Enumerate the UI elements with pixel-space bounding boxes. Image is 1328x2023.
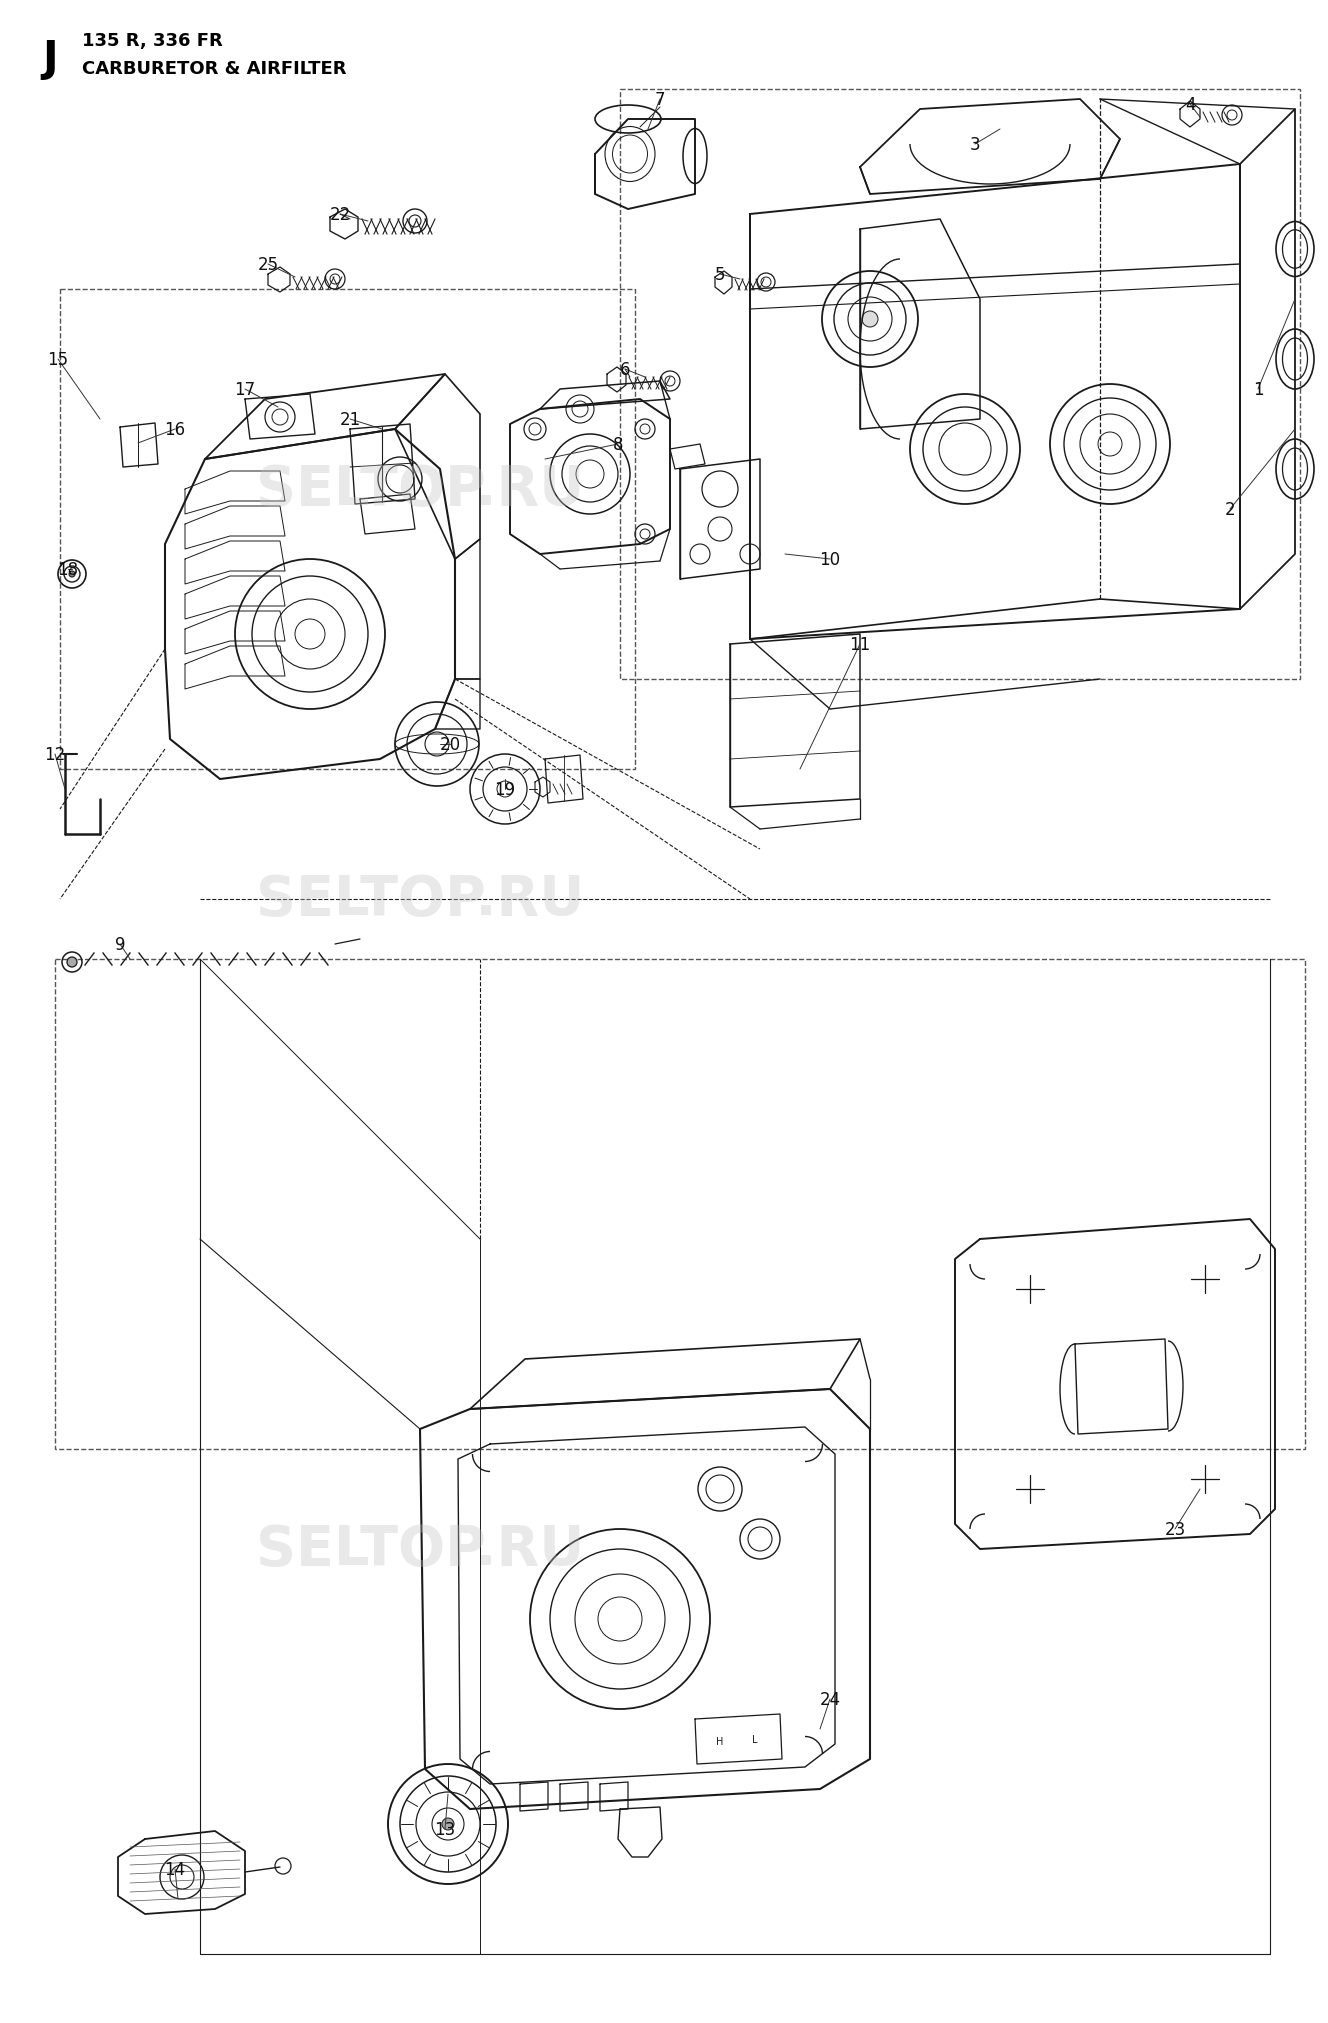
Circle shape [862, 312, 878, 328]
Text: 11: 11 [850, 635, 871, 653]
Text: 6: 6 [620, 360, 631, 378]
Text: H: H [716, 1736, 724, 1746]
Text: 4: 4 [1185, 95, 1195, 113]
Circle shape [69, 573, 74, 579]
Circle shape [442, 1819, 454, 1831]
Text: L: L [752, 1734, 758, 1744]
Text: 7: 7 [655, 91, 665, 109]
Text: 5: 5 [714, 265, 725, 283]
Text: 15: 15 [48, 350, 69, 368]
Text: SELTOP.RU: SELTOP.RU [256, 463, 584, 516]
Bar [54, 959, 1305, 1448]
Text: SELTOP.RU: SELTOP.RU [256, 872, 584, 927]
Text: CARBURETOR & AIRFILTER: CARBURETOR & AIRFILTER [82, 61, 347, 79]
Bar [620, 89, 1300, 680]
Text: 9: 9 [114, 935, 125, 953]
Text: 8: 8 [612, 435, 623, 453]
Text: 19: 19 [494, 781, 515, 799]
Text: 24: 24 [819, 1689, 841, 1707]
Text: 10: 10 [819, 550, 841, 568]
Text: 12: 12 [44, 746, 65, 763]
Text: 2: 2 [1224, 502, 1235, 518]
Bar [60, 289, 635, 769]
Text: 14: 14 [165, 1859, 186, 1877]
Circle shape [66, 957, 77, 967]
Text: 16: 16 [165, 421, 186, 439]
Text: 23: 23 [1165, 1519, 1186, 1537]
Text: 1: 1 [1252, 380, 1263, 399]
Text: 20: 20 [440, 736, 461, 755]
Text: 13: 13 [434, 1821, 456, 1839]
Text: J: J [42, 38, 57, 81]
Text: SELTOP.RU: SELTOP.RU [256, 1521, 584, 1576]
Text: 18: 18 [57, 560, 78, 579]
Text: 21: 21 [340, 411, 361, 429]
Text: 25: 25 [258, 255, 279, 273]
Text: 17: 17 [235, 380, 255, 399]
Text: 3: 3 [969, 136, 980, 154]
Text: 135 R, 336 FR: 135 R, 336 FR [82, 32, 223, 51]
Text: 22: 22 [329, 206, 351, 225]
